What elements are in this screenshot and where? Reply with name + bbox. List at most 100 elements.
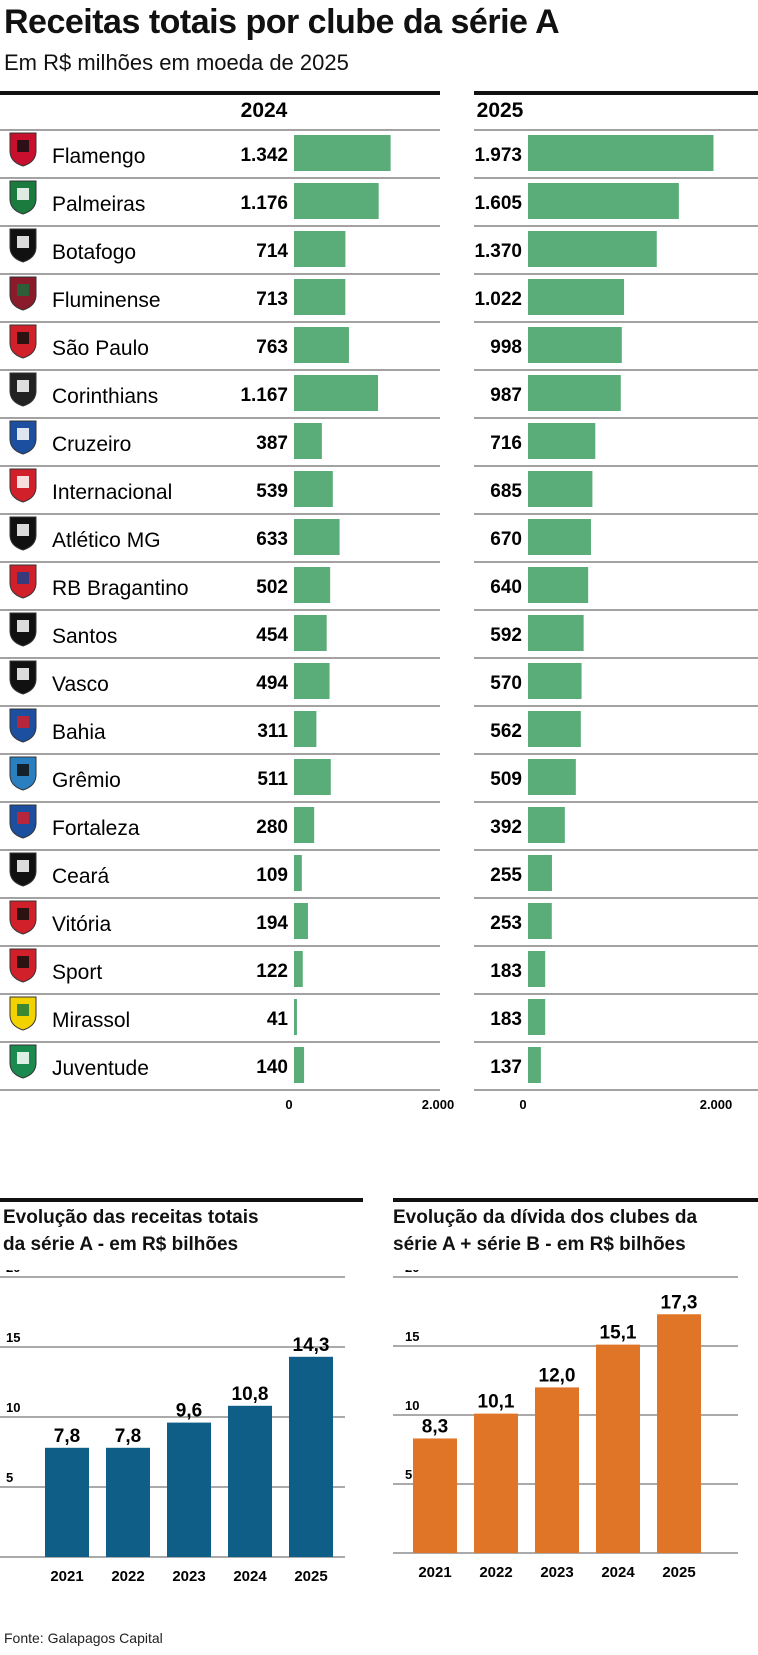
debt-evolution-title-line-1: Evolução da dívida dos clubes da: [393, 1207, 698, 1228]
bar-2025-juventude: [528, 1047, 541, 1083]
bar-2025-atletico-mg: [528, 519, 591, 555]
santos-crest-icon: [9, 612, 37, 647]
value-label-2025-sao-paulo: 998: [490, 337, 522, 358]
debt-y-tick-5: 5: [405, 1467, 412, 1482]
value-label-2024-rb-bragantino: 502: [256, 577, 288, 598]
debt-y-tick-15: 15: [405, 1329, 419, 1344]
debt-value-label-2023: 12,0: [539, 1365, 576, 1386]
bar-2024-flamengo: [294, 135, 391, 171]
club-name-fortaleza: Fortaleza: [52, 817, 140, 840]
page-title: Receitas totais por clube da série A: [4, 3, 560, 41]
value-label-2025-palmeiras: 1.605: [474, 193, 522, 214]
value-label-2024-flamengo: 1.342: [240, 145, 288, 166]
cruzeiro-crest-icon: [9, 420, 37, 455]
revenue-value-label-2024: 10,8: [232, 1384, 269, 1405]
value-label-2025-cruzeiro: 716: [490, 433, 522, 454]
value-label-2025-atletico-mg: 670: [490, 529, 522, 550]
value-label-2024-fortaleza: 280: [256, 817, 288, 838]
bar-2025-rb-bragantino: [528, 567, 589, 603]
revenue-x-tick-2021: 2021: [50, 1568, 83, 1585]
rb-bragantino-crest-icon: [9, 564, 37, 599]
debt-x-tick-2021: 2021: [418, 1564, 451, 1581]
bahia-crest-icon: [9, 708, 37, 743]
corinthians-crest-icon: [9, 372, 37, 407]
bar-2024-gremio: [294, 759, 331, 795]
value-label-2024-juventude: 140: [256, 1057, 288, 1078]
value-label-2024-gremio: 511: [257, 769, 288, 790]
bar-2025-palmeiras: [528, 183, 679, 219]
revenue-x-tick-2023: 2023: [172, 1568, 205, 1585]
revenue-value-label-2023: 9,6: [176, 1401, 202, 1422]
value-label-2025-corinthians: 987: [490, 385, 522, 406]
value-label-2024-fluminense: 713: [256, 289, 288, 310]
mirassol-crest-icon: [9, 996, 37, 1031]
bar-2025-vitoria: [528, 903, 552, 939]
bar-2025-cruzeiro: [528, 423, 596, 459]
club-name-rb-bragantino: RB Bragantino: [52, 577, 189, 600]
debt-bar-2024: [596, 1344, 640, 1553]
club-name-internacional: Internacional: [52, 481, 172, 504]
series-header-2024: 2024: [241, 99, 288, 122]
bar-2025-sao-paulo: [528, 327, 622, 363]
value-label-2024-internacional: 539: [256, 481, 288, 502]
value-label-2024-atletico-mg: 633: [256, 529, 288, 550]
value-label-2025-botafogo: 1.370: [474, 241, 522, 262]
bar-2024-bahia: [294, 711, 317, 747]
value-label-2025-juventude: 137: [490, 1057, 522, 1078]
club-name-gremio: Grêmio: [52, 769, 121, 792]
value-label-2024-sao-paulo: 763: [256, 337, 288, 358]
revenue-bar-2021: [45, 1447, 89, 1557]
source-note: Fonte: Galapagos Capital: [4, 1630, 163, 1646]
bar-2024-palmeiras: [294, 183, 379, 219]
revenue-x-tick-2022: 2022: [111, 1568, 144, 1585]
bar-2025-ceara: [528, 855, 552, 891]
value-label-2024-ceara: 109: [256, 865, 288, 886]
value-label-2024-vitoria: 194: [256, 913, 288, 934]
bar-2024-botafogo: [294, 231, 346, 267]
value-label-2025-gremio: 509: [490, 769, 522, 790]
bar-2024-fortaleza: [294, 807, 315, 843]
value-label-2024-vasco: 494: [256, 673, 288, 694]
club-name-ceara: Ceará: [52, 865, 110, 888]
value-label-2025-rb-bragantino: 640: [490, 577, 522, 598]
debt-bar-2025: [657, 1314, 701, 1553]
debt-value-label-2022: 10,1: [478, 1392, 515, 1413]
club-name-juventude: Juventude: [52, 1057, 149, 1080]
x-tick-label: 0: [285, 1097, 292, 1112]
revenue-value-label-2022: 7,8: [115, 1426, 141, 1447]
internacional-crest-icon: [9, 468, 37, 503]
bar-2024-cruzeiro: [294, 423, 322, 459]
debt-x-tick-2023: 2023: [540, 1564, 573, 1581]
revenue-value-label-2025: 14,3: [293, 1335, 330, 1356]
club-name-vitoria: Vitória: [52, 913, 111, 936]
bar-2024-atletico-mg: [294, 519, 340, 555]
debt-value-label-2025: 17,3: [661, 1292, 698, 1313]
revenue-bar-2023: [167, 1422, 211, 1557]
x-tick-label: 0: [519, 1097, 526, 1112]
x-tick-label: 2.000: [700, 1097, 733, 1112]
atletico-mg-crest-icon: [9, 516, 37, 551]
revenue-x-tick-2025: 2025: [294, 1568, 327, 1585]
club-name-vasco: Vasco: [52, 673, 109, 696]
bar-2024-vasco: [294, 663, 330, 699]
revenue-bar-2024: [228, 1405, 272, 1557]
revenue-evolution-chart: 5 10 15 20 7,8 2021 7,8 2022 9,6 2023 10,8 2024 14,3…: [0, 1270, 345, 1585]
gremio-crest-icon: [9, 756, 37, 791]
bar-2024-sport: [294, 951, 303, 987]
value-label-2025-bahia: 562: [490, 721, 522, 742]
revenue-y-tick-15: 15: [6, 1330, 20, 1345]
value-label-2025-flamengo: 1.973: [474, 145, 522, 166]
value-label-2025-internacional: 685: [490, 481, 522, 502]
bar-2024-sao-paulo: [294, 327, 349, 363]
debt-evolution-title-line-2: série A + série B - em R$ bilhões: [393, 1234, 686, 1255]
value-label-2025-sport: 183: [490, 961, 522, 982]
value-label-2025-santos: 592: [490, 625, 522, 646]
revenue-evolution-title: Evolução das receitas totais da série A …: [3, 1204, 363, 1258]
botafogo-crest-icon: [9, 228, 37, 263]
value-label-2024-mirassol: 41: [267, 1009, 289, 1030]
bar-2025-vasco: [528, 663, 582, 699]
debt-x-tick-2022: 2022: [479, 1564, 512, 1581]
bar-2024-corinthians: [294, 375, 379, 411]
club-name-fluminense: Fluminense: [52, 289, 161, 312]
debt-evolution-title: Evolução da dívida dos clubes da série A…: [393, 1204, 758, 1258]
